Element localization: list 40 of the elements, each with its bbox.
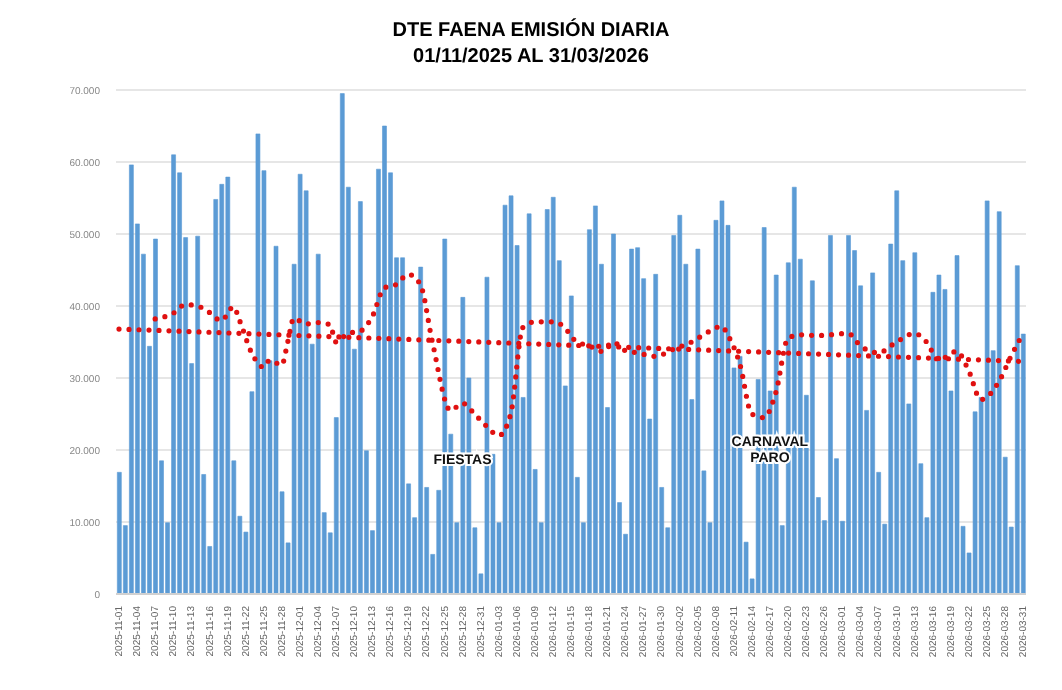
bar — [297, 173, 303, 594]
bar — [255, 133, 261, 594]
bar — [870, 272, 875, 594]
bar — [810, 280, 815, 594]
bar — [219, 184, 225, 594]
bar — [695, 248, 701, 594]
bar — [171, 154, 176, 594]
bar — [677, 214, 683, 594]
bar — [526, 213, 532, 594]
bar — [653, 274, 658, 594]
bar — [225, 176, 231, 594]
bar — [153, 238, 158, 594]
bar — [996, 211, 1002, 594]
bar — [1014, 265, 1020, 594]
chart-subtitle: 01/11/2025 AL 31/03/2026 — [411, 44, 651, 70]
bar — [358, 201, 363, 594]
bar — [828, 235, 833, 594]
bar — [629, 248, 634, 594]
bar — [846, 235, 851, 594]
bar — [719, 200, 725, 594]
bar — [129, 164, 134, 594]
bar — [400, 257, 405, 594]
bar — [635, 247, 640, 594]
bar — [315, 253, 321, 594]
bar — [340, 93, 345, 594]
bar — [593, 205, 598, 594]
bar — [984, 200, 990, 594]
bar — [273, 245, 279, 594]
bar — [611, 233, 616, 594]
bar — [569, 295, 574, 594]
chart-title: DTE FAENA EMISIÓN DIARIA — [390, 18, 672, 44]
bar — [912, 252, 918, 594]
bar — [418, 266, 423, 594]
bar — [550, 196, 556, 594]
bar — [894, 190, 900, 594]
bar — [954, 255, 960, 594]
bar — [195, 235, 200, 594]
bar — [382, 125, 387, 594]
bar — [117, 472, 122, 594]
bar — [936, 274, 942, 594]
